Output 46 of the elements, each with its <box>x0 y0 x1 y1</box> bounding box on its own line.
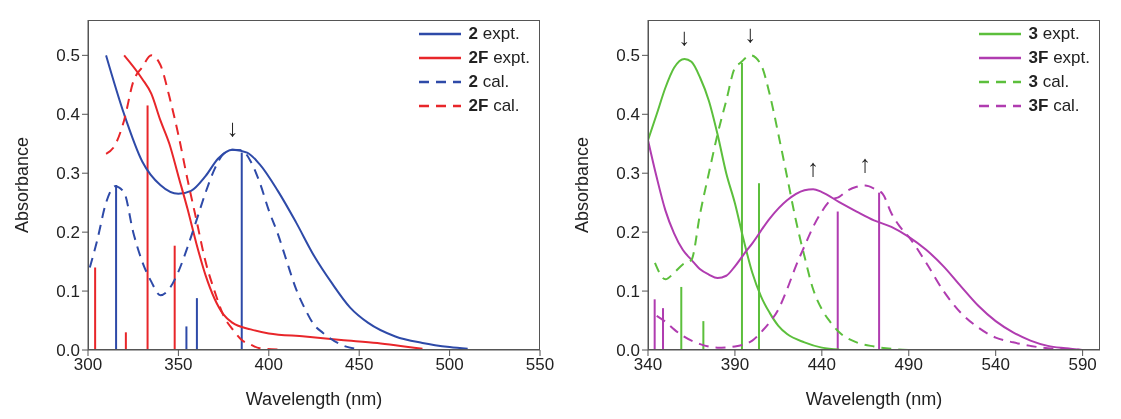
legend-label: 2 cal. <box>468 72 510 92</box>
x-tick-label: 400 <box>254 355 283 375</box>
y-tick-label: 0.3 <box>616 164 640 184</box>
y-tick-label: 0.2 <box>56 223 80 243</box>
bar <box>702 321 705 350</box>
bar <box>124 332 127 350</box>
x-tick-label: 490 <box>894 355 923 375</box>
y-tick-label: 0.4 <box>56 105 80 125</box>
annotation: ↑ <box>807 153 820 181</box>
y-axis-title: Absorbance <box>12 136 33 234</box>
x-axis-title: Wavelength (nm) <box>805 389 943 409</box>
x-tick-label: 590 <box>1068 355 1097 375</box>
y-tick-label: 0.3 <box>56 164 80 184</box>
bar <box>173 245 176 350</box>
bar <box>146 105 149 350</box>
bar <box>94 267 97 350</box>
x-tick-label: 550 <box>525 355 555 375</box>
bar <box>836 211 839 350</box>
annotation: ↑ <box>859 150 872 178</box>
annotation: ↓ <box>678 23 691 51</box>
x-axis-title: Wavelength (nm) <box>245 389 383 409</box>
bar <box>185 326 188 350</box>
y-tick-label: 0.5 <box>616 46 640 66</box>
legend-label: 2F expt. <box>468 48 530 68</box>
annotation: ↓ <box>744 19 757 47</box>
bar <box>680 286 683 350</box>
y-tick-label: 0.4 <box>616 105 640 125</box>
bar <box>195 298 198 350</box>
y-tick-label: 0.2 <box>616 223 640 243</box>
legend-label: 3F cal. <box>1028 96 1080 116</box>
y-tick-label: 0.1 <box>56 282 80 302</box>
legend-label: 3 cal. <box>1028 72 1070 92</box>
x-tick-label: 540 <box>981 355 1010 375</box>
legend-label: 3F expt. <box>1028 48 1090 68</box>
legend-label: 3 expt. <box>1028 24 1080 44</box>
x-tick-label: 500 <box>435 355 464 375</box>
x-tick-label: 440 <box>807 355 837 375</box>
x-tick-label: 350 <box>164 355 193 375</box>
legend-label: 2F cal. <box>468 96 520 116</box>
y-tick-label: 0.5 <box>56 46 80 66</box>
y-tick-label: 0.1 <box>616 282 640 302</box>
annotation: ↓ <box>226 114 239 142</box>
x-tick-label: 390 <box>720 355 750 375</box>
y-axis-title: Absorbance <box>572 136 593 234</box>
x-tick-label: 450 <box>345 355 374 375</box>
legend-label: 2 expt. <box>468 24 520 44</box>
